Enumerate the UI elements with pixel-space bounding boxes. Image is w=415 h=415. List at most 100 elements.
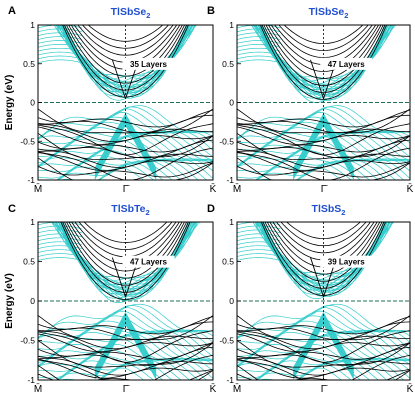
- surface-conduction-band: [68, 25, 183, 77]
- bulk-valence-cone: [94, 114, 157, 171]
- y-tick-label: -1: [226, 375, 234, 385]
- surface-conduction-band: [262, 222, 385, 289]
- surface-valence-band: [237, 126, 410, 145]
- bulk-valence-band: [296, 367, 343, 380]
- layers-label-bg: [320, 57, 373, 70]
- bulk-conduction-band-m: [237, 25, 281, 29]
- bulk-valence-band: [296, 167, 343, 180]
- bulk-valence-band: [237, 134, 410, 168]
- panel-title-formula: TlSbSe: [111, 6, 147, 18]
- panel-letter: A: [8, 5, 16, 17]
- bulk-conduction-band-m: [237, 51, 281, 56]
- layers-label-bg: [320, 255, 373, 268]
- bulk-conduction-band-m: [237, 222, 281, 226]
- surface-conduction-band: [77, 25, 174, 56]
- surface-conduction-band: [82, 25, 170, 49]
- bulk-conduction-band-m: [38, 40, 82, 44]
- y-tick-label: 1: [30, 217, 35, 227]
- panel-title: TlSbS2: [312, 203, 346, 217]
- surface-valence-band: [237, 152, 410, 171]
- bulk-conduction-band: [251, 25, 394, 89]
- surface-conduction-band: [65, 25, 186, 84]
- bulk-valence-band: [297, 164, 352, 180]
- plot-area: [38, 222, 213, 380]
- surface-valence-band: [38, 147, 213, 180]
- bulk-valence-band: [97, 367, 145, 380]
- panel-title: TlSbSe2: [111, 6, 151, 20]
- y-tick-label: 0: [30, 98, 35, 108]
- x-tick-label: M̄: [233, 182, 241, 195]
- surface-state-line: [111, 59, 126, 99]
- panel-b: B TlSbSe2 47 Layers -1 -0.5 0 0.5 1 M̄ Γ̄ K̄: [207, 5, 414, 195]
- panel-title-formula: TlSbTe: [111, 203, 145, 215]
- surface-valence-band: [237, 147, 410, 180]
- x-tick-label: M̄: [34, 382, 42, 395]
- layers-label: 39 Layers: [328, 258, 365, 267]
- surface-conduction-band: [267, 25, 380, 72]
- surface-valence-band: [38, 108, 213, 134]
- panel-title-subscript: 2: [344, 11, 348, 20]
- x-tick-label: K̄: [407, 382, 414, 395]
- surface-valence-band: [237, 321, 410, 341]
- y-tick-label: 0: [229, 98, 234, 108]
- x-tick-label: Γ̄: [321, 384, 329, 395]
- y-tick-label: 0.5: [23, 257, 35, 267]
- surface-conduction-band: [259, 25, 388, 100]
- y-tick-label: -0.5: [20, 336, 35, 346]
- bulk-valence-cone: [94, 316, 157, 374]
- panel-c: C TlSbTe2 47 Layers -1 -0.5 0 0.5 1 M̄ Γ̄ K̄ Energy…: [4, 203, 217, 395]
- bulk-conduction-band-m: [38, 257, 82, 261]
- panel-title-subscript: 2: [341, 208, 345, 217]
- bulk-conduction-band-m: [237, 59, 281, 64]
- x-tick-label: K̄: [210, 182, 217, 195]
- x-tick-label: Γ̄: [321, 184, 329, 195]
- y-tick-label: -0.5: [20, 136, 35, 146]
- bulk-valence-band: [237, 108, 410, 139]
- bulk-valence-band: [57, 354, 199, 380]
- y-axis-label: Energy (eV): [4, 273, 15, 329]
- bulk-conduction-band-m: [237, 47, 281, 52]
- y-tick-label: 0: [229, 296, 234, 306]
- y-tick-label: 0: [30, 296, 35, 306]
- surface-valence-band: [38, 157, 213, 180]
- panel-a: A TlSbSe2 35 Layers -1 -0.5 0 0.5 1 M̄ Γ̄ K̄ Energy…: [4, 5, 217, 195]
- bulk-conduction-band-m: [237, 44, 281, 48]
- surface-conduction-band: [264, 222, 383, 282]
- layers-label: 35 Layers: [130, 60, 167, 69]
- bulk-conduction-band: [53, 25, 195, 86]
- bulk-conduction-band-m: [38, 51, 82, 56]
- bulk-conduction-band: [253, 25, 395, 90]
- y-tick-label: 0.5: [23, 59, 35, 69]
- bulk-conduction-band-m: [237, 257, 281, 261]
- y-tick-label: -1: [27, 375, 35, 385]
- bulk-valence-band: [97, 167, 145, 180]
- y-axis-label: Energy (eV): [4, 75, 15, 131]
- x-tick-label: Γ̄: [123, 184, 131, 195]
- bulk-valence-band: [258, 162, 362, 180]
- y-tick-label: -0.5: [219, 336, 234, 346]
- surface-valence-band: [237, 108, 410, 134]
- bulk-valence-band: [38, 106, 213, 140]
- y-tick-label: -1: [27, 175, 35, 185]
- bulk-conduction-band-m: [237, 241, 281, 246]
- surface-state-line: [111, 257, 126, 298]
- y-tick-label: -0.5: [219, 136, 234, 146]
- x-tick-label: M̄: [34, 182, 42, 195]
- bulk-valence-band: [57, 155, 199, 180]
- x-tick-label: K̄: [407, 182, 414, 195]
- surface-valence-band: [38, 321, 213, 341]
- layers-label-bg: [122, 255, 175, 268]
- bulk-conduction-band-m: [38, 25, 82, 29]
- panel-d: D TlSbS2 39 Layers -1 -0.5 0 0.5 1 M̄ Γ̄ K̄: [207, 203, 414, 395]
- surface-valence-band: [237, 162, 410, 178]
- surface-conduction-band: [64, 222, 188, 286]
- bulk-conduction-band-m: [38, 32, 82, 37]
- layers-label-bg: [122, 57, 175, 70]
- panel-title: TlSbTe2: [111, 203, 149, 217]
- x-tick-label: M̄: [233, 382, 241, 395]
- bulk-conduction-band-m: [237, 28, 281, 33]
- bulk-valence-band: [256, 155, 396, 180]
- x-tick-label: Γ̄: [123, 384, 131, 395]
- bulk-conduction-band-m: [38, 36, 82, 40]
- bulk-conduction-band-m: [38, 225, 82, 230]
